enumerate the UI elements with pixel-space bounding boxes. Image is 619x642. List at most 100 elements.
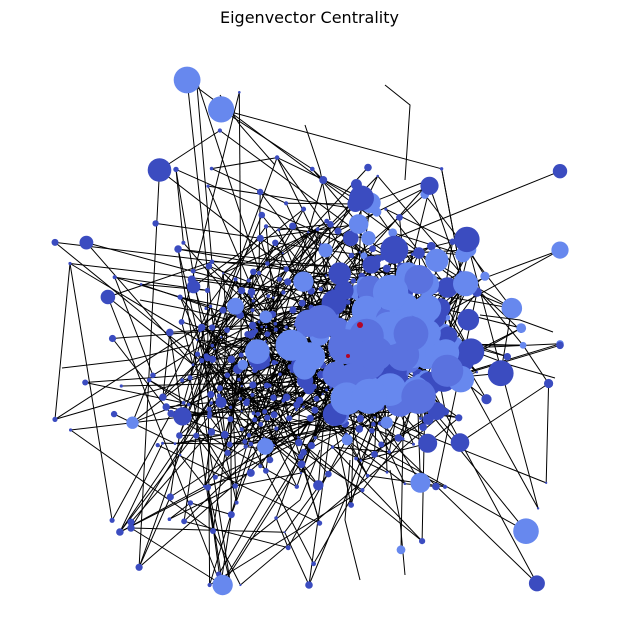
edge	[240, 411, 446, 586]
node	[237, 377, 241, 382]
edge	[183, 520, 289, 549]
node	[295, 396, 304, 405]
edge	[308, 460, 362, 586]
node	[155, 443, 160, 448]
edge	[222, 273, 228, 331]
node	[174, 245, 182, 253]
node	[313, 436, 317, 440]
edge	[112, 338, 173, 417]
node	[161, 441, 165, 445]
node	[119, 384, 123, 388]
edge	[222, 208, 304, 274]
node	[233, 277, 238, 282]
node	[227, 416, 234, 423]
node	[413, 247, 425, 259]
edge	[429, 185, 465, 286]
node	[328, 329, 364, 365]
node	[238, 287, 246, 295]
node	[260, 325, 264, 329]
node	[204, 287, 211, 293]
node	[321, 393, 324, 396]
node	[238, 396, 243, 401]
edge	[288, 224, 331, 284]
node	[278, 372, 282, 377]
edge	[210, 300, 254, 395]
node	[427, 241, 436, 251]
edge	[169, 435, 180, 498]
edge	[159, 169, 304, 282]
edge	[219, 387, 232, 408]
edge	[207, 487, 232, 586]
node	[240, 384, 243, 388]
edge	[179, 454, 205, 487]
edge	[212, 316, 267, 346]
node	[274, 426, 279, 431]
edge	[54, 263, 71, 420]
node	[418, 433, 438, 453]
node	[313, 395, 320, 402]
node	[204, 484, 211, 491]
node	[187, 375, 193, 381]
node	[300, 448, 307, 456]
node	[439, 167, 444, 171]
node	[224, 327, 231, 333]
edge	[169, 332, 183, 417]
node	[295, 408, 298, 412]
edge	[85, 382, 184, 404]
node	[453, 271, 479, 297]
edge	[85, 369, 255, 383]
edge	[181, 321, 194, 365]
node	[273, 327, 278, 332]
node	[227, 355, 236, 364]
node	[302, 405, 305, 409]
node	[257, 188, 264, 196]
edge	[220, 108, 313, 170]
node	[545, 481, 548, 484]
edge	[162, 306, 212, 398]
node	[457, 338, 485, 366]
edge	[479, 314, 554, 333]
node	[351, 295, 382, 326]
node	[297, 435, 300, 439]
node	[519, 341, 527, 349]
edge	[130, 527, 285, 533]
node	[311, 406, 319, 414]
edge	[54, 364, 243, 420]
edge	[240, 398, 304, 408]
node	[378, 441, 385, 448]
node	[325, 388, 328, 392]
node	[355, 425, 364, 433]
node	[348, 214, 369, 234]
node	[220, 430, 229, 439]
edge	[226, 374, 266, 450]
edge	[139, 299, 231, 321]
node	[311, 561, 316, 567]
node	[250, 308, 255, 313]
node	[240, 410, 243, 413]
node	[361, 231, 376, 246]
node	[552, 164, 568, 179]
edge	[169, 485, 236, 520]
node	[181, 518, 188, 525]
edge	[132, 402, 184, 424]
node	[345, 299, 351, 305]
node	[351, 378, 387, 414]
node	[348, 252, 355, 259]
node	[263, 467, 269, 474]
node	[176, 432, 183, 439]
node	[432, 482, 440, 491]
node	[212, 474, 218, 480]
node	[173, 166, 179, 173]
node	[403, 482, 407, 486]
edge	[69, 263, 113, 521]
node	[152, 220, 159, 227]
node	[275, 329, 307, 361]
node	[396, 545, 406, 555]
node	[187, 500, 194, 506]
node	[330, 445, 335, 449]
node	[126, 416, 139, 429]
edge	[69, 263, 316, 411]
edge	[162, 332, 171, 398]
node	[271, 359, 277, 366]
